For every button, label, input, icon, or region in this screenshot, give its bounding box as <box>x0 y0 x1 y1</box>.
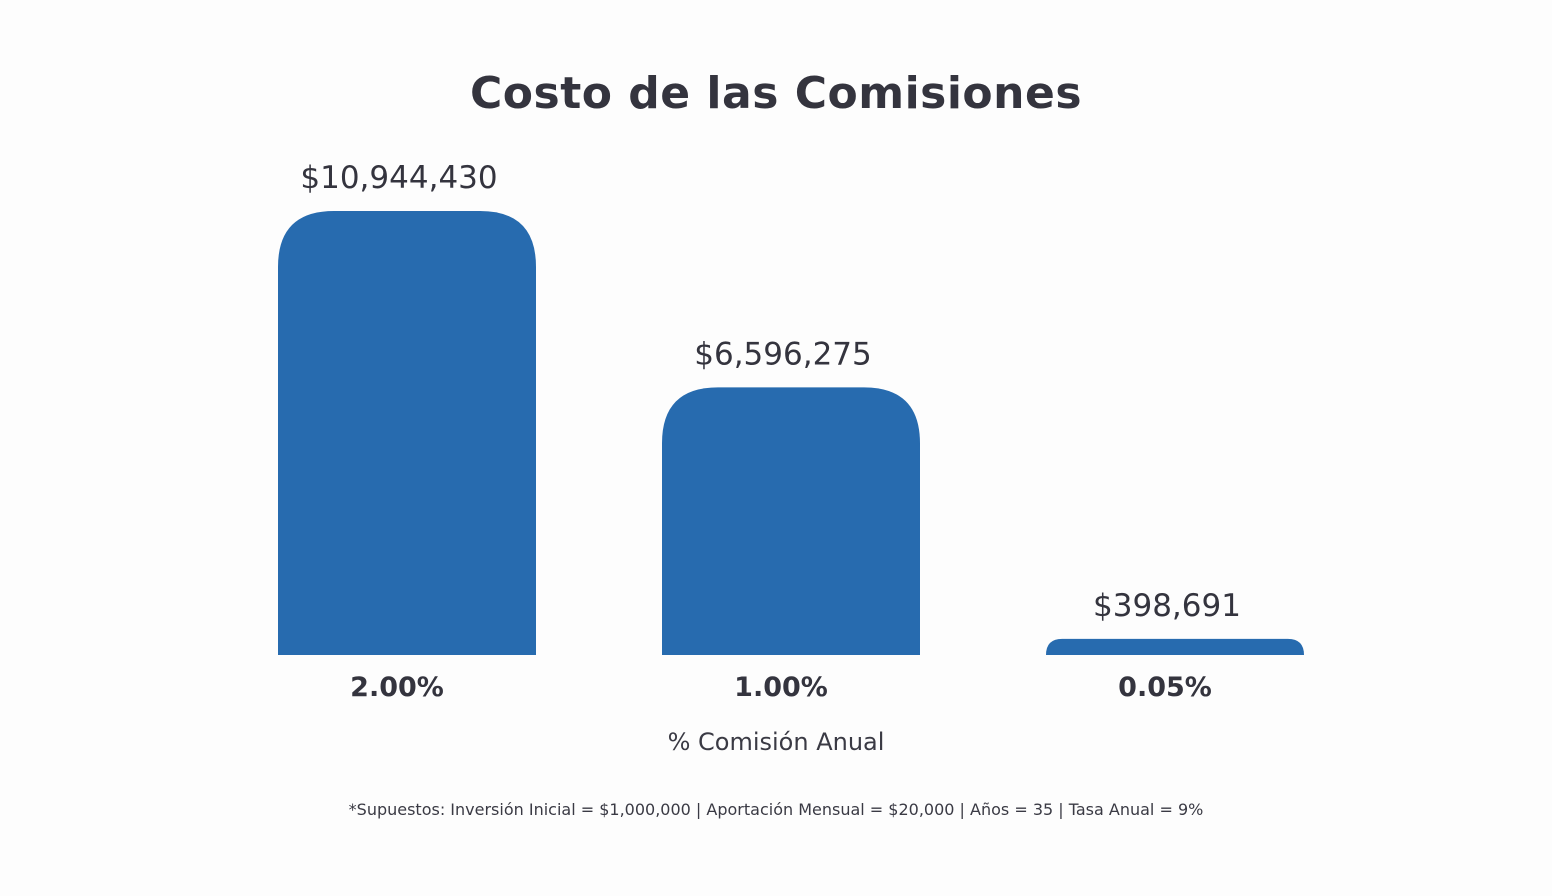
x-tick-label-1.00%: 1.00% <box>734 672 828 703</box>
bar-0.05% <box>1046 638 1304 655</box>
bar-1.00% <box>662 387 920 655</box>
bar-2.00% <box>278 211 536 655</box>
value-label-1.00%: $6,596,275 <box>694 336 872 372</box>
value-label-0.05%: $398,691 <box>1093 588 1241 624</box>
x-tick-label-0.05%: 0.05% <box>1118 672 1212 703</box>
tick-labels-group: 2.00% 1.00% 0.05% <box>350 672 1212 703</box>
value-label-2.00%: $10,944,430 <box>300 160 497 196</box>
x-tick-label-2.00%: 2.00% <box>350 672 444 703</box>
bars-group <box>278 211 1304 655</box>
value-labels-group: $10,944,430 $6,596,275 $398,691 <box>300 160 1241 624</box>
chart-title: Costo de las Comisiones <box>469 68 1083 119</box>
x-axis-label: % Comisión Anual <box>667 728 885 756</box>
assumptions-footnote: *Supuestos: Inversión Inicial = $1,000,0… <box>348 800 1204 819</box>
